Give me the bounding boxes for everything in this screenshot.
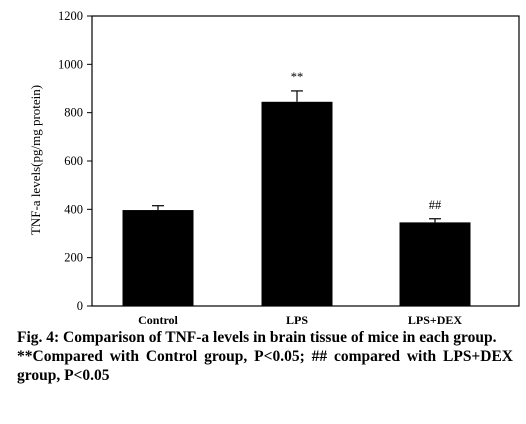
figure-caption: Fig. 4: Comparison of TNF-a levels in br… <box>17 328 513 385</box>
y-tick-label: 0 <box>77 299 83 313</box>
y-tick-label: 800 <box>64 106 83 120</box>
bars: ** ## <box>122 70 471 307</box>
y-tick-label: 200 <box>64 251 83 265</box>
figure-title: Fig. 4: Comparison of TNF-a levels in br… <box>17 329 497 346</box>
bar-chart: TNF-a levels(pg/mg protein) 0 200 400 600 80… <box>28 9 520 326</box>
bar <box>399 222 471 306</box>
x-axis-ticks: Control LPS LPS+DEX <box>138 313 462 326</box>
y-tick-label: 600 <box>64 154 83 168</box>
figure-footnote: **Compared with Control group, P<0.05; #… <box>17 348 513 384</box>
plot-frame <box>91 15 520 307</box>
x-tick-label: Control <box>138 313 178 326</box>
bar <box>122 210 194 306</box>
y-tick-label: 400 <box>64 202 83 216</box>
significance-marker: ** <box>291 70 304 84</box>
y-tick-label: 1000 <box>58 57 83 71</box>
y-axis-ticks: 0 200 400 600 800 1000 1200 <box>58 9 92 313</box>
x-tick-label: LPS+DEX <box>408 313 463 326</box>
bar <box>261 101 333 307</box>
significance-marker: ## <box>429 198 442 212</box>
x-tick-label: LPS <box>286 313 308 326</box>
y-tick-label: 1200 <box>58 9 83 23</box>
y-axis-label: TNF-a levels(pg/mg protein) <box>28 85 43 235</box>
